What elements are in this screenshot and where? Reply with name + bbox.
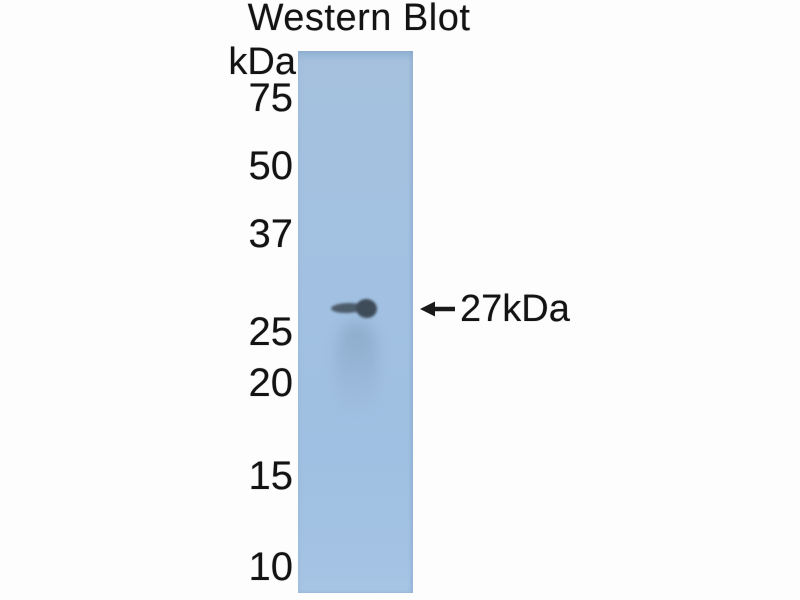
band-annotation: 27kDa <box>420 287 570 331</box>
left-arrow-icon <box>420 301 455 317</box>
marker-label-10kda: 10 <box>248 545 294 589</box>
figure-title: Western Blot <box>247 0 471 39</box>
protein-band <box>354 297 379 320</box>
marker-label-50kda: 50 <box>248 144 294 188</box>
faint-smear <box>336 323 378 418</box>
band-annotation-label: 27kDa <box>460 288 570 330</box>
kda-unit-label: kDa <box>228 41 296 83</box>
marker-label-15kda: 15 <box>248 454 294 498</box>
gel-lane <box>298 51 413 593</box>
marker-label-75kda: 75 <box>248 76 294 120</box>
marker-label-25kda: 25 <box>248 310 294 354</box>
marker-label-37kda: 37 <box>248 212 294 256</box>
marker-label-20kda: 20 <box>248 361 294 405</box>
